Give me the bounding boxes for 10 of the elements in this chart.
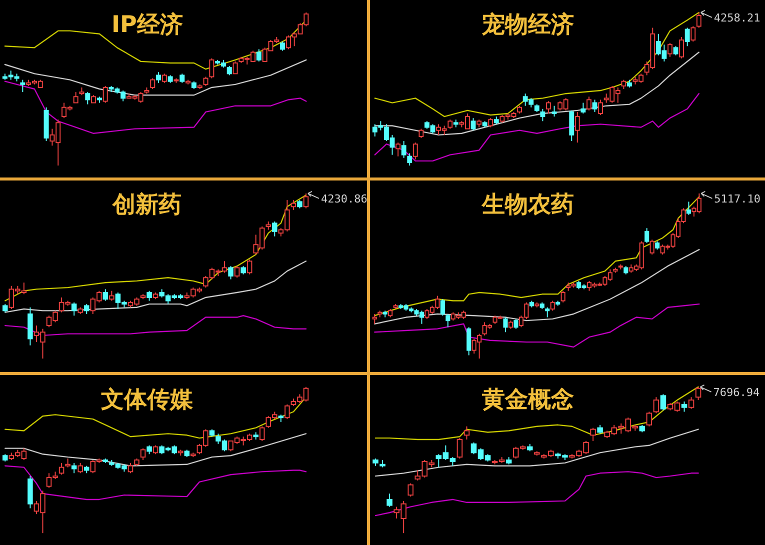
chart-title: 宠物经济 xyxy=(481,11,574,38)
text: 4258.21 xyxy=(714,11,760,24)
chart-title: 文体传媒 xyxy=(100,387,194,413)
text: 4230.86 xyxy=(320,192,368,206)
text: 5117.10 xyxy=(714,192,761,206)
chart-title: 生物农药 xyxy=(481,192,574,218)
text: 7696.94 xyxy=(713,386,760,399)
chart-title: IP经济 xyxy=(111,11,183,38)
chart-title: 创新药 xyxy=(112,191,182,218)
chart-title: 黄金概念 xyxy=(481,387,574,413)
